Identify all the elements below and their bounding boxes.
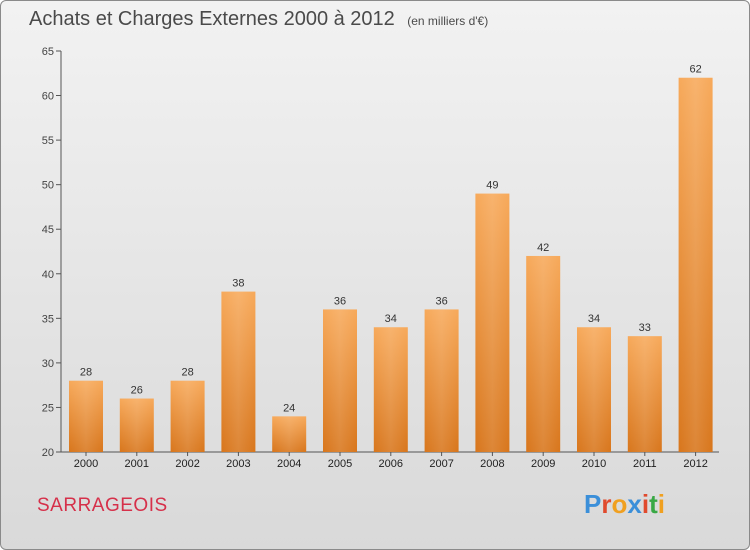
bar-shine (678, 77, 713, 452)
logo-letter: r (601, 489, 612, 519)
y-tick-label: 60 (42, 91, 54, 103)
chart-title-text: Achats et Charges Externes 2000 à 2012 (29, 8, 395, 30)
y-tick-label: 20 (42, 447, 54, 459)
logo-letter: x (627, 489, 642, 519)
logo-letter: i (641, 489, 650, 519)
logo-letter: P (584, 489, 602, 519)
x-tick-label: 2000 (74, 458, 98, 470)
bars-group (69, 77, 713, 453)
y-tick-label: 25 (42, 402, 54, 414)
data-label: 34 (588, 313, 600, 325)
y-tick-label: 40 (42, 269, 54, 281)
logo-letter: t (649, 489, 658, 519)
bar-shine (272, 416, 307, 452)
bar-shine (221, 291, 256, 452)
y-tick-label: 55 (42, 135, 54, 147)
x-tick-label: 2003 (226, 458, 250, 470)
x-tick-label: 2009 (531, 458, 555, 470)
y-tick-label: 30 (42, 358, 54, 370)
data-label: 33 (639, 322, 651, 334)
x-tick-label: 2007 (429, 458, 453, 470)
data-label: 49 (486, 180, 498, 192)
y-tick-label: 50 (42, 180, 54, 192)
bar-shine (170, 380, 205, 452)
bar-shine (526, 255, 561, 452)
y-tick-label: 35 (42, 313, 54, 325)
x-tick-label: 2012 (683, 458, 707, 470)
data-label: 28 (80, 367, 92, 379)
chart-subtitle: (en milliers d'€) (407, 14, 489, 28)
data-label: 36 (435, 295, 447, 307)
bar-shine (577, 327, 611, 452)
x-tick-label: 2006 (379, 458, 403, 470)
y-tick-label: 65 (42, 46, 54, 58)
bar-shine (373, 327, 408, 452)
data-label: 34 (385, 313, 397, 325)
x-tick-label: 2004 (277, 458, 301, 470)
x-tick-label: 2010 (582, 458, 606, 470)
proxiti-logo: Proxiti (584, 489, 665, 520)
data-label: 26 (131, 385, 143, 397)
data-label: 62 (689, 64, 701, 76)
town-name: SARRAGEOIS (37, 495, 168, 516)
x-tick-label: 2001 (125, 458, 149, 470)
data-label: 38 (232, 278, 244, 290)
data-label: 24 (283, 402, 295, 414)
chart-title: Achats et Charges Externes 2000 à 2012 (… (29, 8, 488, 31)
x-tick-label: 2008 (480, 458, 504, 470)
logo-letter: i (657, 489, 665, 519)
data-label: 42 (537, 242, 549, 254)
labels-group: 28 2000 26 2001 28 2002 38 2003 24 2004 36 2005 34 20… (74, 64, 708, 470)
x-tick-label: 2002 (175, 458, 199, 470)
bar-shine (119, 398, 154, 452)
bar-shine (475, 193, 510, 453)
bar-shine (627, 336, 662, 452)
data-label: 36 (334, 295, 346, 307)
data-label: 28 (181, 367, 193, 379)
x-tick-label: 2011 (633, 458, 657, 470)
x-tick-label: 2005 (328, 458, 352, 470)
y-tick-label: 45 (42, 224, 54, 236)
bar-shine (424, 309, 459, 452)
bar-shine (323, 309, 357, 452)
bar-shine (69, 380, 103, 452)
logo-letter: o (611, 489, 628, 519)
